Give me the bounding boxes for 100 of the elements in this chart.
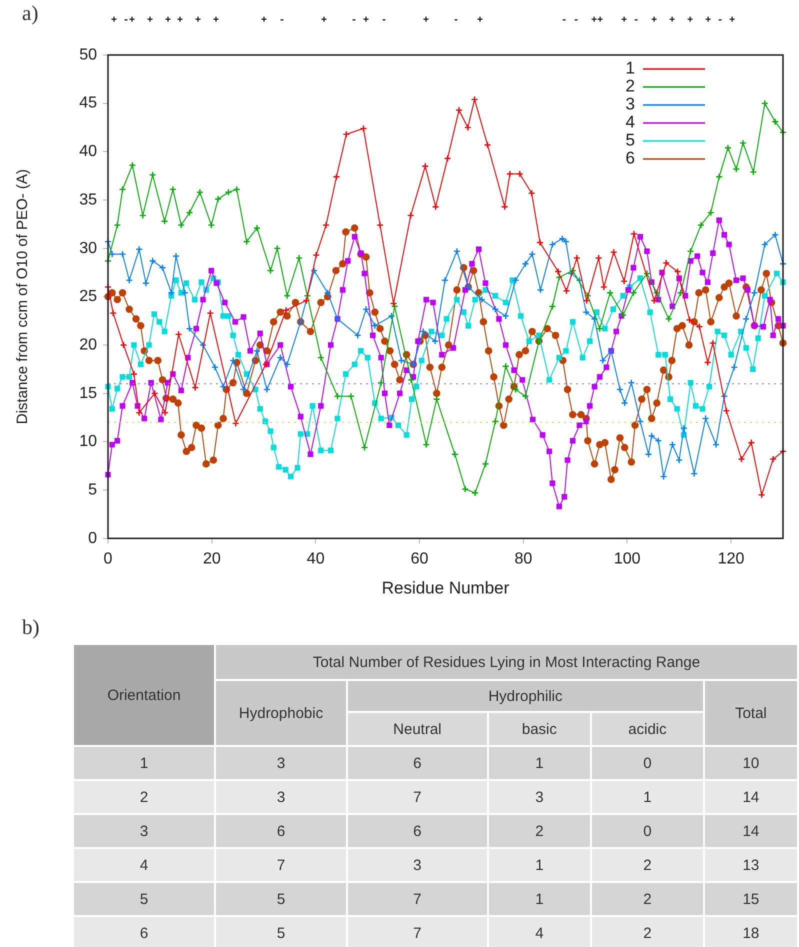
data-label: 0 bbox=[591, 746, 704, 780]
point bbox=[390, 300, 398, 308]
point bbox=[630, 230, 638, 238]
y-tick-label: 50 bbox=[79, 46, 98, 64]
point bbox=[360, 124, 368, 132]
point bbox=[506, 170, 514, 178]
data-label: 2 bbox=[591, 916, 704, 947]
point bbox=[501, 203, 508, 210]
x-tick-label: Hydrophobic bbox=[215, 680, 347, 746]
point bbox=[232, 420, 240, 427]
y-tick-label: 3 bbox=[73, 814, 215, 848]
point bbox=[583, 296, 590, 304]
point bbox=[662, 259, 670, 267]
point bbox=[573, 254, 581, 262]
chart-subtitle: Total Number of Residues Lying in Most Interacting Range bbox=[215, 644, 798, 680]
legend-label: 1 bbox=[626, 58, 635, 78]
point bbox=[332, 173, 340, 180]
legend-label: 2 bbox=[626, 76, 635, 96]
point bbox=[322, 222, 330, 229]
point bbox=[302, 296, 310, 304]
data-label: 4 bbox=[488, 916, 592, 947]
data-label: 6 bbox=[347, 814, 488, 848]
y-tick-label: 30 bbox=[79, 240, 98, 257]
point bbox=[130, 370, 138, 378]
x-tick-label: 60 bbox=[410, 550, 429, 568]
point bbox=[342, 130, 350, 138]
data-label: 1 bbox=[488, 848, 592, 882]
data-label: 3 bbox=[215, 780, 347, 814]
point bbox=[758, 491, 766, 499]
point bbox=[120, 341, 128, 349]
data-label: 10 bbox=[704, 746, 798, 780]
x-axis-title: Residue Number bbox=[382, 578, 510, 598]
x-tick-label: Neutral bbox=[347, 712, 488, 746]
data-label: 3 bbox=[347, 848, 488, 882]
x-tick-label: 120 bbox=[718, 550, 745, 568]
data-label: 5 bbox=[215, 916, 347, 947]
x-tick-label: 0 bbox=[104, 550, 113, 568]
text: b) bbox=[22, 615, 40, 640]
legend-label: 4 bbox=[626, 112, 635, 132]
data-label: 7 bbox=[347, 780, 488, 814]
data-label: 13 bbox=[704, 848, 798, 882]
x-tick-label: 40 bbox=[306, 550, 325, 568]
y-axis-title: Distance from ccm of O10 of PEO- (A) bbox=[14, 169, 32, 424]
point bbox=[686, 316, 694, 324]
y-tick-label: 5 bbox=[88, 481, 98, 498]
point bbox=[282, 306, 290, 314]
y-tick-label: 40 bbox=[79, 143, 98, 160]
data-label: 0 bbox=[591, 814, 704, 848]
point bbox=[192, 384, 199, 392]
y-tick-label: 4 bbox=[73, 848, 215, 882]
data-label: 1 bbox=[591, 780, 704, 814]
point bbox=[484, 141, 492, 149]
point bbox=[748, 439, 755, 446]
data-label: 2 bbox=[488, 814, 592, 848]
y-axis-title: Orientation bbox=[73, 644, 215, 746]
point bbox=[738, 455, 746, 463]
data-label: 14 bbox=[704, 814, 798, 848]
y-tick-label: 20 bbox=[79, 336, 98, 354]
point bbox=[620, 278, 628, 285]
data-label: 1 bbox=[488, 746, 592, 780]
legend-label: 3 bbox=[626, 94, 635, 114]
data-label: 5 bbox=[215, 882, 347, 916]
y-tick-label: 45 bbox=[79, 94, 98, 112]
point bbox=[136, 409, 143, 416]
chart-title: a) bbox=[22, 1, 38, 26]
data-label: 7 bbox=[347, 916, 488, 947]
data-label: 18 bbox=[704, 916, 798, 947]
data-label: 6 bbox=[347, 746, 488, 780]
text: Hydrophilic bbox=[347, 680, 704, 712]
data-label: 2 bbox=[591, 848, 704, 882]
data-label: 7 bbox=[215, 848, 347, 882]
point bbox=[562, 287, 570, 295]
y-tick-label: 10 bbox=[79, 433, 98, 450]
y-tick-label: 15 bbox=[79, 384, 98, 402]
x-tick-label: basic bbox=[488, 712, 592, 746]
point bbox=[554, 268, 562, 276]
point bbox=[516, 170, 524, 178]
point bbox=[722, 407, 730, 414]
y-tick-label: 0 bbox=[88, 530, 98, 547]
data-label: 1 bbox=[488, 882, 592, 916]
data-label: 6 bbox=[215, 814, 347, 848]
point bbox=[536, 238, 544, 246]
point bbox=[595, 254, 602, 262]
x-tick-label: 100 bbox=[614, 550, 641, 568]
point bbox=[444, 154, 452, 162]
point bbox=[206, 309, 214, 317]
point bbox=[376, 222, 384, 229]
point bbox=[600, 283, 608, 291]
point bbox=[455, 106, 463, 114]
point bbox=[470, 96, 478, 104]
point bbox=[151, 390, 158, 398]
point bbox=[769, 455, 777, 463]
point bbox=[650, 296, 658, 304]
point bbox=[407, 212, 414, 220]
y-tick-label: 25 bbox=[79, 288, 98, 306]
x-tick-label: 80 bbox=[514, 550, 532, 568]
data-label: 2 bbox=[591, 882, 704, 916]
point bbox=[709, 339, 717, 347]
point bbox=[464, 124, 472, 132]
data-label: 7 bbox=[347, 882, 488, 916]
